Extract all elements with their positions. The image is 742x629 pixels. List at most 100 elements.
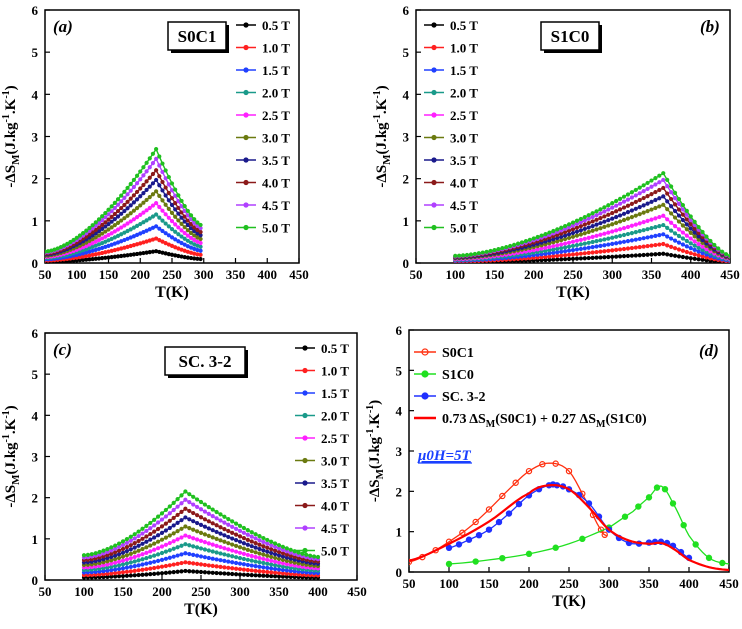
data-point (191, 527, 196, 532)
legend-swatch-marker (302, 457, 308, 464)
data-point (198, 256, 203, 262)
data-point (152, 541, 157, 546)
y-tick-label: 5 (403, 45, 410, 60)
data-point (136, 543, 141, 548)
data-point (87, 253, 92, 258)
data-point (183, 568, 188, 574)
data-point (269, 570, 274, 575)
data-point (113, 567, 118, 572)
data-point (131, 208, 136, 213)
data-point (245, 567, 250, 573)
ylabel-units: .K (374, 98, 390, 114)
data-point (148, 520, 153, 526)
data-point (618, 247, 623, 252)
data-point (641, 228, 646, 233)
data-point (192, 220, 197, 226)
data-point (621, 205, 627, 210)
data-point (154, 201, 159, 206)
fit-legend-part: (S0C1) + 0.27 ΔS (495, 412, 596, 427)
data-point (614, 214, 619, 220)
data-point (230, 560, 235, 565)
data-point (665, 191, 670, 196)
data-point (134, 251, 140, 257)
data-point (680, 521, 687, 529)
data-point (637, 197, 642, 203)
data-point (669, 244, 674, 249)
data-point (134, 189, 140, 195)
data-point (484, 249, 489, 254)
ylabel-superscript: -1 (1, 434, 12, 442)
data-point (192, 217, 197, 222)
x-tick-label: 400 (308, 584, 328, 599)
data-point (273, 563, 278, 568)
data-point (195, 545, 200, 550)
data-point (602, 209, 607, 214)
data-point (625, 216, 631, 221)
data-point (696, 237, 701, 242)
data-point (468, 252, 474, 257)
data-point (198, 530, 204, 535)
data-point (96, 225, 102, 230)
data-point (169, 202, 175, 208)
data-point (598, 249, 603, 254)
legend-entry: 0.5 T (295, 341, 349, 356)
data-point (684, 233, 689, 238)
data-point (661, 222, 666, 228)
data-point (156, 533, 161, 538)
data-point (169, 235, 175, 240)
data-point (188, 235, 194, 241)
data-point (586, 245, 591, 250)
data-point (445, 544, 453, 552)
y-tick-label: 4 (32, 408, 39, 423)
data-point (578, 237, 583, 242)
data-point (582, 256, 587, 261)
data-point (179, 560, 184, 566)
data-point (257, 546, 262, 552)
data-point (159, 537, 165, 542)
data-point (198, 226, 203, 231)
data-point (140, 552, 145, 557)
data-point (195, 497, 200, 502)
data-point (629, 190, 634, 195)
data-point (198, 554, 204, 559)
data-point (128, 564, 133, 570)
data-point (574, 218, 580, 223)
data-point (237, 523, 243, 528)
data-point (81, 231, 86, 236)
data-point (665, 177, 670, 183)
data-point (559, 245, 564, 251)
data-point (147, 205, 152, 211)
legend-swatch-marker (302, 480, 308, 486)
data-point (245, 572, 250, 577)
data-point (202, 517, 207, 522)
legend-entry: 2.5 T (236, 108, 290, 123)
data-point (100, 250, 105, 256)
data-point (276, 553, 282, 558)
data-point (661, 194, 666, 199)
legend-entry: 5.0 T (295, 544, 349, 559)
data-point (637, 229, 642, 234)
legend-entry: S0C1 (414, 346, 474, 361)
data-point (253, 559, 258, 564)
data-point (692, 247, 697, 252)
data-point (614, 254, 619, 259)
data-point (173, 237, 178, 242)
data-point (182, 236, 187, 241)
data-point (136, 568, 141, 573)
legend-label: 1.0 T (450, 41, 478, 56)
data-point (586, 250, 591, 256)
data-point (475, 531, 483, 539)
data-point (206, 519, 211, 524)
data-point (117, 555, 122, 561)
data-point (117, 574, 122, 579)
y-tick-label: 5 (32, 367, 39, 382)
data-point (106, 232, 111, 238)
data-point (112, 235, 117, 240)
data-point (93, 223, 98, 228)
data-point (198, 240, 203, 246)
data-point (140, 567, 145, 572)
data-point (131, 200, 136, 205)
data-point (163, 221, 168, 226)
data-point (269, 539, 274, 544)
data-point (144, 187, 149, 193)
